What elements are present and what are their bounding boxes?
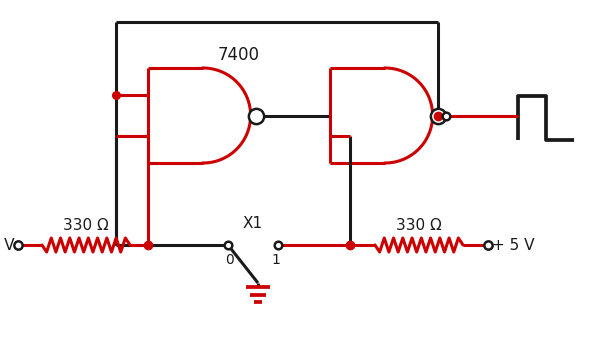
Text: 7400: 7400 [217, 46, 259, 64]
Text: X1: X1 [243, 216, 263, 230]
Text: 330 Ω: 330 Ω [396, 218, 442, 233]
Text: 0: 0 [226, 253, 235, 267]
Text: 330 Ω: 330 Ω [63, 218, 109, 233]
Text: + 5 V: + 5 V [492, 237, 535, 253]
Text: + 5 V: + 5 V [0, 237, 15, 253]
Text: 1: 1 [272, 253, 280, 267]
